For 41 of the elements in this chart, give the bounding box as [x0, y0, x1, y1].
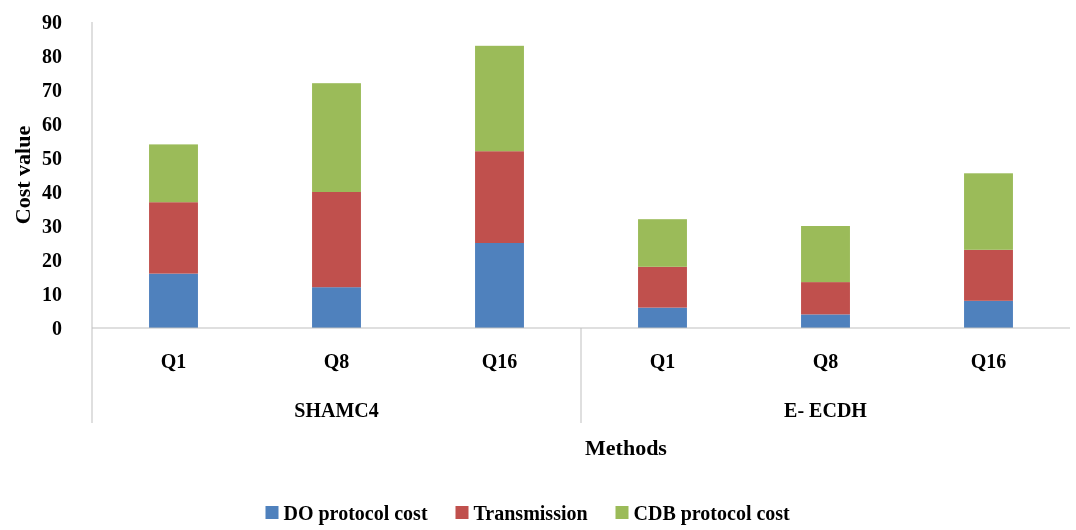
bar [475, 243, 524, 328]
bar [964, 249, 1013, 301]
y-tick-label: 0 [52, 317, 62, 339]
bar [801, 314, 850, 328]
bar [149, 144, 198, 203]
y-tick-label: 40 [42, 181, 62, 203]
bar [801, 226, 850, 283]
bar [638, 219, 687, 267]
bar [149, 273, 198, 328]
bar [475, 45, 524, 152]
bar [312, 83, 361, 192]
y-tick-label: 70 [42, 79, 62, 101]
legend-label: DO protocol cost [283, 502, 428, 525]
y-tick-label: 10 [42, 283, 62, 305]
y-tick-label: 80 [42, 45, 62, 67]
y-tick-label: 30 [42, 215, 62, 237]
bar [475, 151, 524, 243]
x-tick-label: Q8 [323, 350, 350, 372]
y-tick-label: 60 [42, 113, 62, 135]
y-tick-label: 90 [42, 11, 62, 33]
x-axis-title: Methods [585, 435, 668, 460]
bar [312, 192, 361, 288]
bar [964, 300, 1013, 328]
bar [638, 266, 687, 308]
bar [149, 202, 198, 274]
x-tick-label: Q1 [160, 350, 187, 372]
x-tick-label: Q16 [970, 350, 1007, 372]
x-tick-label: Q16 [481, 350, 518, 372]
x-tick-label: Q8 [812, 350, 839, 372]
legend-label: CDB protocol cost [633, 502, 791, 525]
text: SHAMC4 [294, 399, 379, 421]
bar [801, 282, 850, 315]
y-tick-label: 50 [42, 147, 62, 169]
x-tick-label: Q1 [649, 350, 676, 372]
y-tick-label: 20 [42, 249, 62, 271]
bar [312, 287, 361, 328]
text: E- ECDH [784, 399, 868, 421]
legend-label: Transmission [473, 502, 588, 524]
bar [638, 307, 687, 328]
y-axis-title: Cost value [10, 125, 35, 225]
bar [964, 173, 1013, 250]
